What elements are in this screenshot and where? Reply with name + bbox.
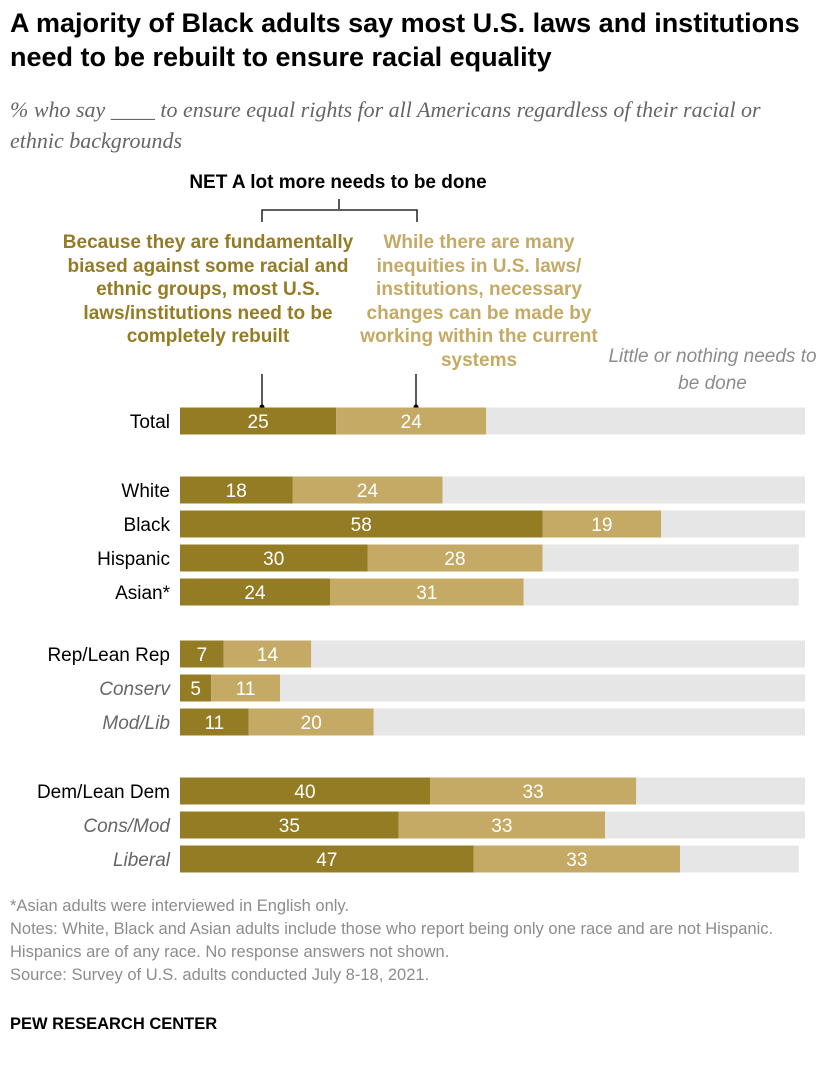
chart-title: A majority of Black adults say most U.S.… [10, 8, 800, 72]
notes-block: *Asian adults were interviewed in Englis… [10, 895, 835, 987]
asterisk-note: *Asian adults were interviewed in Englis… [10, 897, 350, 915]
bar-rebuilt [180, 674, 212, 702]
legend-rebuilt: Because they are fundamentally biased ag… [62, 232, 354, 347]
category-label: Black [124, 515, 171, 536]
bar-little [486, 407, 805, 435]
bar-little [680, 845, 799, 873]
data-label: 25 [248, 412, 269, 433]
bar-rebuilt [180, 407, 337, 435]
data-label: 33 [566, 850, 587, 871]
data-label: 18 [226, 481, 247, 502]
stacked-bar-chart: Total 25 24 White 18 24 Black 58 19 Hispanic 30 28 A… [37, 407, 805, 873]
data-label: 30 [263, 549, 284, 570]
data-label: 11 [236, 679, 256, 700]
bar-within [542, 510, 662, 538]
category-label: Liberal [113, 850, 171, 871]
bar-within [223, 640, 312, 668]
data-label: 5 [190, 679, 201, 700]
bar-within [473, 845, 680, 873]
data-label: 40 [294, 782, 315, 803]
bar-within [367, 544, 543, 572]
bar-within [248, 708, 374, 736]
legend-little: Little or nothing needs to be done [608, 346, 817, 394]
bar-within [211, 674, 280, 702]
data-label: 11 [205, 713, 225, 734]
category-label: White [121, 481, 170, 502]
category-label: Hispanic [97, 549, 170, 570]
bar-within [398, 811, 605, 839]
bar-rebuilt [180, 476, 293, 504]
bar-little [523, 578, 799, 606]
bar-little [636, 777, 805, 805]
category-label: Conserv [99, 679, 171, 700]
category-label: Cons/Mod [83, 816, 171, 837]
category-label: Mod/Lib [102, 713, 170, 734]
data-label: 7 [197, 645, 208, 666]
data-label: 24 [357, 481, 379, 502]
legend-within: While there are many inequities in U.S. … [360, 232, 598, 371]
data-label: 28 [444, 549, 465, 570]
bar-rebuilt [180, 811, 399, 839]
data-label: 20 [301, 713, 322, 734]
bar-within [330, 578, 524, 606]
bar-little [280, 674, 805, 702]
category-label: Total [130, 412, 170, 433]
bar-rebuilt [180, 640, 224, 668]
data-label: 31 [416, 583, 437, 604]
category-label: Rep/Lean Rep [47, 645, 170, 666]
bar-little [542, 544, 799, 572]
bar-within [292, 476, 443, 504]
data-label: 47 [316, 850, 337, 871]
data-label: 33 [523, 782, 544, 803]
bar-rebuilt [180, 777, 430, 805]
bar-rebuilt [180, 544, 368, 572]
data-label: 33 [491, 816, 512, 837]
bar-rebuilt [180, 845, 474, 873]
notes-text: Notes: White, Black and Asian adults inc… [10, 920, 774, 961]
bar-rebuilt [180, 708, 249, 736]
bar-little [442, 476, 805, 504]
category-label: Asian* [115, 583, 171, 604]
net-header: NET A lot more needs to be done [189, 172, 487, 193]
bar-rebuilt [180, 510, 543, 538]
bar-within [336, 407, 487, 435]
data-label: 19 [591, 515, 612, 536]
bar-little [373, 708, 805, 736]
data-label: 24 [244, 583, 266, 604]
source-text: Source: Survey of U.S. adults conducted … [10, 966, 430, 984]
bar-rebuilt [180, 578, 330, 606]
net-bracket-line [261, 199, 418, 222]
category-label: Dem/Lean Dem [37, 782, 170, 803]
chart-subtitle: % who say ____ to ensure equal rights fo… [10, 97, 761, 153]
bar-little [605, 811, 805, 839]
data-label: 58 [351, 515, 372, 536]
org-name: PEW RESEARCH CENTER [10, 1015, 218, 1033]
bar-within [430, 777, 637, 805]
data-label: 35 [279, 816, 300, 837]
bar-little [311, 640, 805, 668]
data-label: 14 [257, 645, 279, 666]
data-label: 24 [401, 412, 423, 433]
bar-little [661, 510, 805, 538]
